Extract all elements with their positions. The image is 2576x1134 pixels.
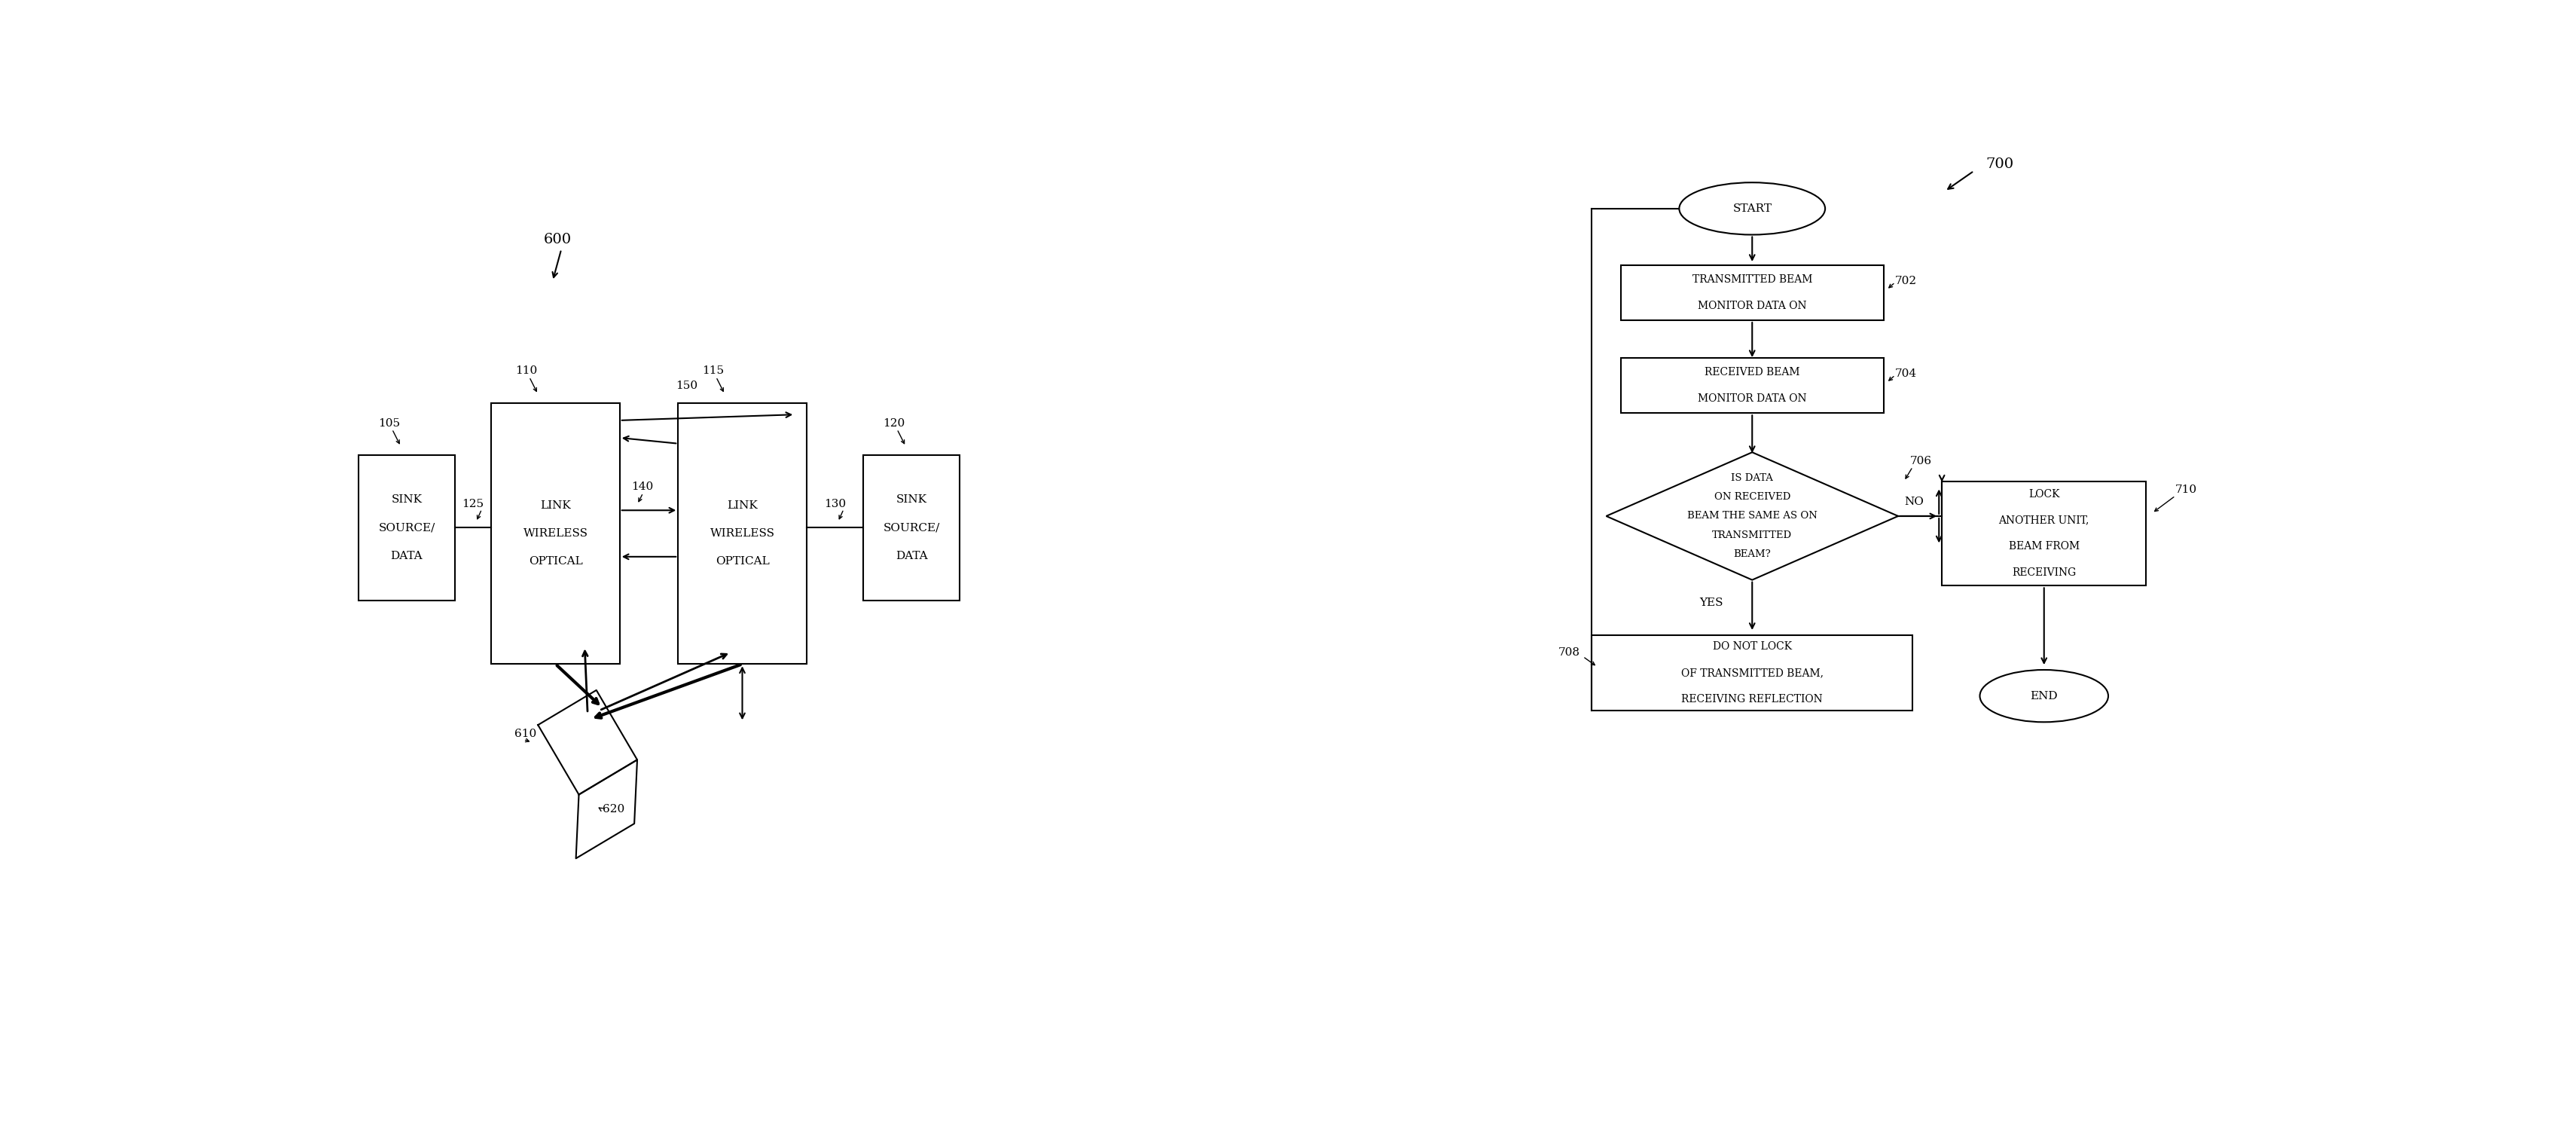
Text: BEAM THE SAME AS ON: BEAM THE SAME AS ON — [1687, 511, 1816, 521]
Bar — [1592, 635, 1914, 711]
Bar — [358, 455, 456, 600]
Bar — [1620, 265, 1883, 320]
Text: RECEIVING REFLECTION: RECEIVING REFLECTION — [1682, 694, 1824, 704]
Text: TRANSMITTED BEAM: TRANSMITTED BEAM — [1692, 274, 1811, 285]
Text: 700: 700 — [1986, 158, 2014, 171]
Text: BEAM?: BEAM? — [1734, 550, 1770, 559]
Text: SINK: SINK — [896, 494, 927, 505]
Text: 704: 704 — [1896, 369, 1917, 379]
Text: MONITOR DATA ON: MONITOR DATA ON — [1698, 301, 1806, 311]
Bar — [677, 403, 806, 665]
Text: DATA: DATA — [392, 551, 422, 561]
Text: END: END — [2030, 691, 2058, 701]
Text: WIRELESS: WIRELESS — [711, 528, 775, 539]
Text: 120: 120 — [884, 418, 904, 429]
Text: START: START — [1734, 203, 1772, 214]
Text: YES: YES — [1700, 598, 1723, 608]
Text: LOCK: LOCK — [2027, 489, 2061, 500]
Polygon shape — [577, 760, 636, 858]
Text: ON RECEIVED: ON RECEIVED — [1713, 492, 1790, 502]
Text: 600: 600 — [544, 232, 572, 246]
Text: OF TRANSMITTED BEAM,: OF TRANSMITTED BEAM, — [1682, 668, 1824, 678]
Text: RECEIVED BEAM: RECEIVED BEAM — [1705, 367, 1801, 378]
Text: IS DATA: IS DATA — [1731, 473, 1772, 483]
Text: DATA: DATA — [896, 551, 927, 561]
Text: 125: 125 — [461, 499, 484, 509]
Ellipse shape — [1981, 670, 2107, 722]
Text: 140: 140 — [631, 482, 654, 492]
Text: 110: 110 — [515, 365, 538, 376]
Text: SOURCE/: SOURCE/ — [379, 523, 435, 533]
Text: 702: 702 — [1896, 276, 1917, 286]
Text: 115: 115 — [703, 365, 724, 376]
Text: OPTICAL: OPTICAL — [528, 557, 582, 567]
Polygon shape — [538, 691, 636, 795]
Text: MONITOR DATA ON: MONITOR DATA ON — [1698, 393, 1806, 404]
Text: 706: 706 — [1909, 456, 1932, 466]
Text: 710: 710 — [2174, 484, 2197, 496]
Bar — [1620, 358, 1883, 413]
Bar — [863, 455, 961, 600]
Text: 130: 130 — [824, 499, 845, 509]
Text: TRANSMITTED: TRANSMITTED — [1713, 531, 1793, 540]
Text: 105: 105 — [379, 418, 399, 429]
Text: OPTICAL: OPTICAL — [716, 557, 770, 567]
Text: SINK: SINK — [392, 494, 422, 505]
Text: 610: 610 — [515, 728, 536, 739]
Text: ANOTHER UNIT,: ANOTHER UNIT, — [1999, 515, 2089, 526]
Bar — [1942, 481, 2146, 586]
Text: 708: 708 — [1558, 648, 1579, 658]
Text: NO: NO — [1904, 497, 1924, 507]
Text: LINK: LINK — [726, 500, 757, 510]
Text: LINK: LINK — [541, 500, 572, 510]
Text: RECEIVING: RECEIVING — [2012, 567, 2076, 578]
Polygon shape — [1607, 452, 1899, 579]
Text: BEAM FROM: BEAM FROM — [2009, 541, 2079, 552]
Bar — [492, 403, 621, 665]
Text: 620: 620 — [603, 804, 623, 814]
Text: SOURCE/: SOURCE/ — [884, 523, 940, 533]
Text: DO NOT LOCK: DO NOT LOCK — [1713, 642, 1793, 652]
Text: WIRELESS: WIRELESS — [523, 528, 587, 539]
Ellipse shape — [1680, 183, 1826, 235]
Text: 150: 150 — [675, 380, 698, 391]
